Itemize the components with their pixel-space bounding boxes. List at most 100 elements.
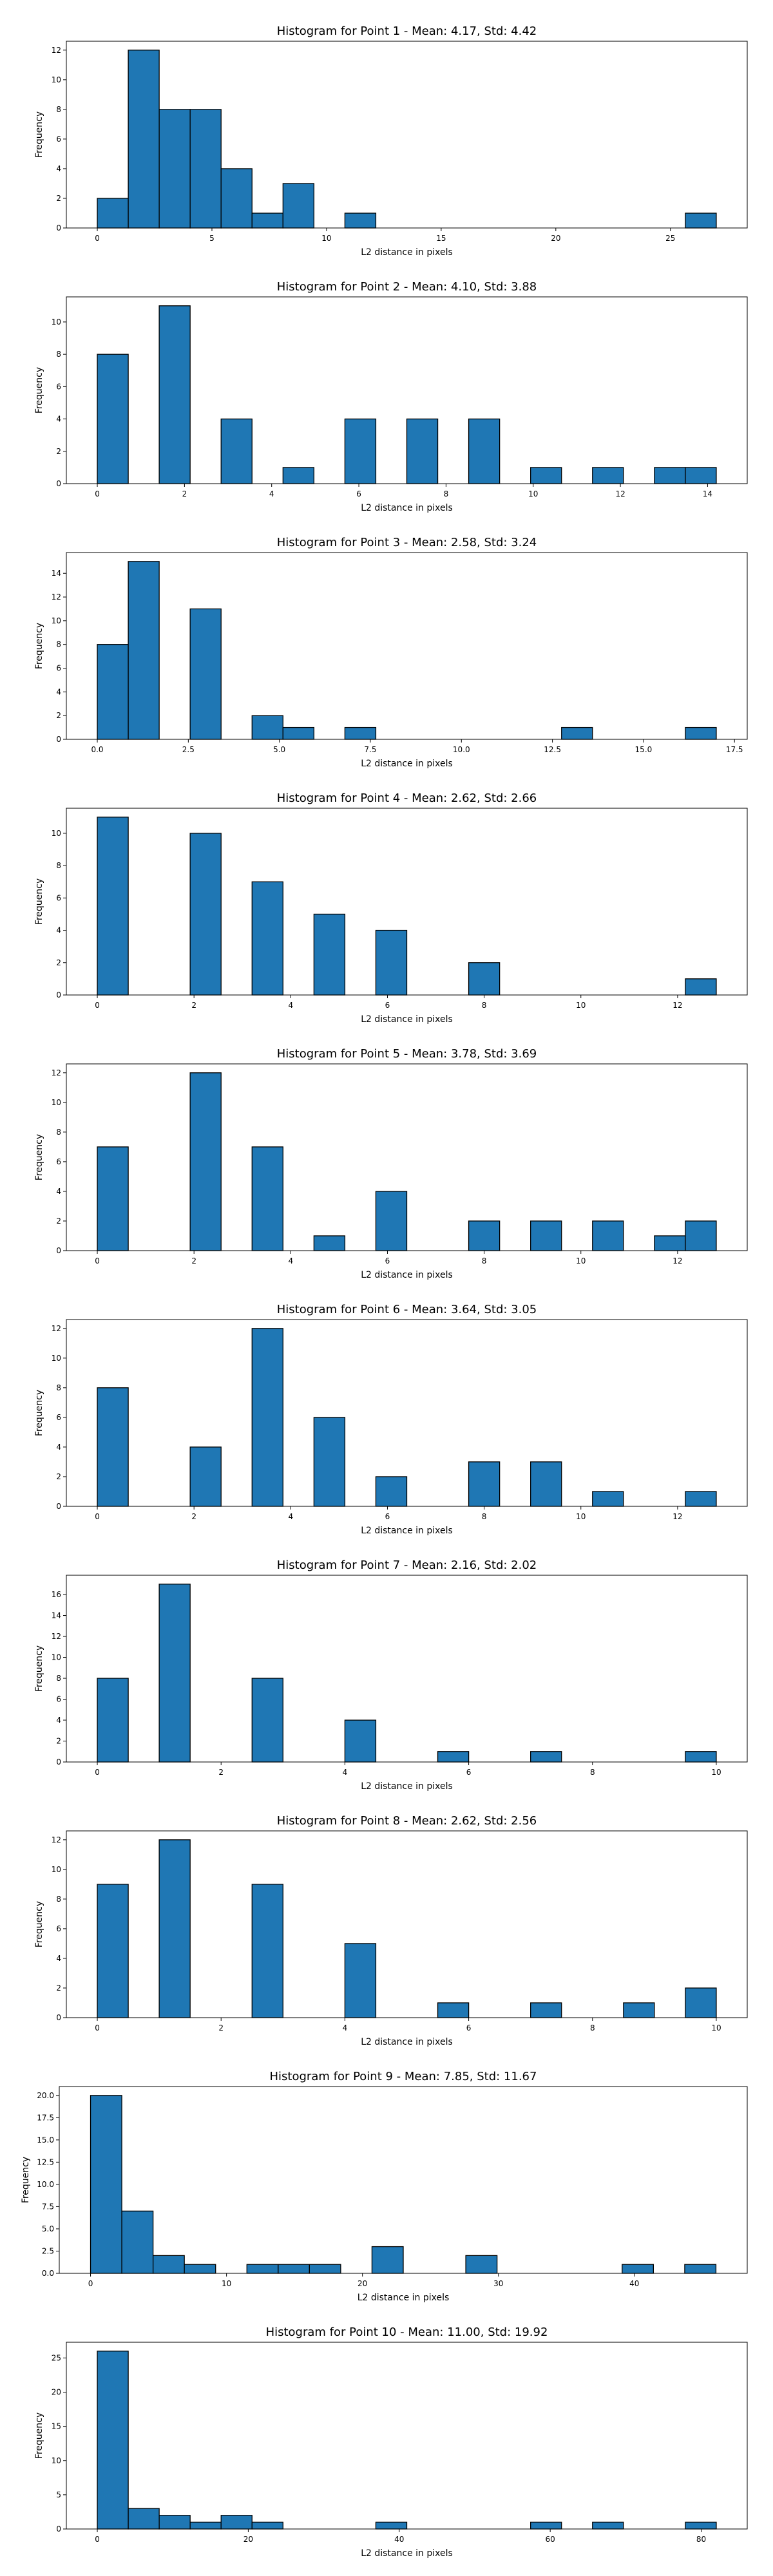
y-axis-label: Frequency — [34, 2412, 44, 2459]
histogram-bar — [530, 1220, 562, 1251]
y-tick-label: 2.5 — [42, 2246, 54, 2255]
histogram-bar — [189, 1446, 222, 1507]
histogram-bar — [189, 608, 222, 740]
x-tick-label: 6 — [385, 1001, 390, 1010]
histogram-bar — [251, 881, 283, 996]
chart-title: Histogram for Point 1 - Mean: 4.17, Std:… — [277, 24, 537, 38]
x-tick-label: 12 — [673, 1256, 682, 1265]
histogram-bar — [309, 2264, 341, 2274]
y-tick-label: 0 — [56, 990, 61, 999]
x-tick-label: 2 — [191, 1001, 196, 1010]
histogram-bar — [592, 2521, 624, 2530]
x-tick-label: 2 — [182, 489, 187, 498]
x-tick-label: 10 — [321, 234, 331, 243]
histogram-bar — [251, 2521, 283, 2530]
x-tick-label: 20 — [243, 2535, 253, 2544]
histogram-bar — [251, 1328, 283, 1507]
y-tick-label: 8 — [56, 1895, 61, 1904]
x-axis-label: L2 distance in pixels — [361, 247, 453, 258]
x-tick-label: 8 — [482, 1256, 487, 1265]
x-tick-label: 60 — [546, 2535, 555, 2544]
histogram-bar — [344, 1719, 377, 1763]
x-tick-label: 0 — [95, 1256, 100, 1265]
y-tick-label: 10 — [52, 75, 61, 84]
chart-title: Histogram for Point 8 - Mean: 2.62, Std:… — [277, 1814, 537, 1828]
chart-title: Histogram for Point 6 - Mean: 3.64, Std:… — [277, 1303, 537, 1316]
histogram-bar — [375, 1191, 408, 1251]
histogram-bar — [158, 1839, 191, 2018]
x-tick-label: 0 — [95, 1512, 100, 1521]
y-tick-label: 0.0 — [42, 2269, 54, 2278]
histogram-panel-6: Histogram for Point 6 - Mean: 3.64, Std:… — [34, 1303, 748, 1536]
histogram-bar — [685, 1220, 717, 1251]
histogram-bar — [465, 2255, 498, 2274]
x-tick-label: 2 — [191, 1512, 196, 1521]
histogram-bar — [97, 198, 129, 229]
y-tick-label: 20 — [52, 2388, 61, 2397]
histogram-bar — [282, 183, 315, 229]
axes-frame — [66, 1575, 748, 1763]
x-tick-label: 17.5 — [726, 745, 743, 754]
histogram-bar — [623, 2002, 655, 2018]
x-tick-label: 10.0 — [453, 745, 470, 754]
y-tick-label: 12 — [52, 46, 61, 55]
x-tick-label: 10 — [576, 1256, 586, 1265]
histogram-bar — [189, 833, 222, 996]
x-tick-label: 6 — [466, 1768, 472, 1777]
chart-title: Histogram for Point 10 - Mean: 11.00, St… — [266, 2325, 548, 2339]
x-tick-label: 5 — [209, 234, 215, 243]
histogram-bar — [189, 2521, 222, 2530]
x-tick-label: 10 — [711, 2023, 721, 2032]
x-axis-label: L2 distance in pixels — [361, 2037, 453, 2047]
y-tick-label: 17.5 — [37, 2113, 54, 2122]
histogram-bar — [220, 2515, 253, 2530]
x-tick-label: 12 — [673, 1001, 682, 1010]
histogram-bar — [684, 2264, 717, 2274]
y-tick-label: 10 — [52, 829, 61, 838]
x-axis-label: L2 distance in pixels — [361, 1781, 453, 1792]
y-tick-label: 4 — [56, 1187, 61, 1196]
y-tick-label: 7.5 — [42, 2202, 54, 2211]
y-tick-label: 2 — [56, 711, 61, 720]
x-axis-label: L2 distance in pixels — [361, 2548, 453, 2559]
y-tick-label: 6 — [56, 1924, 61, 1933]
histogram-bar — [158, 1584, 191, 1763]
axes-frame — [66, 552, 748, 740]
axes-frame — [59, 2086, 748, 2274]
histogram-bar — [282, 467, 315, 484]
histogram-bar — [184, 2264, 216, 2274]
x-tick-label: 10 — [528, 489, 538, 498]
y-tick-label: 0 — [56, 1246, 61, 1255]
x-axis-label: L2 distance in pixels — [361, 759, 453, 769]
y-tick-label: 15 — [52, 2422, 61, 2431]
histogram-bar — [344, 418, 377, 484]
y-tick-label: 8 — [56, 861, 61, 870]
histogram-bar — [371, 2246, 404, 2274]
histogram-bar — [90, 2095, 122, 2274]
x-tick-label: 8 — [590, 1768, 595, 1777]
histogram-bar — [344, 213, 377, 229]
x-tick-label: 8 — [482, 1001, 487, 1010]
x-tick-label: 0 — [95, 2023, 100, 2032]
y-tick-label: 6 — [56, 1413, 61, 1422]
histogram-bar — [97, 644, 129, 740]
x-tick-label: 2 — [218, 2023, 224, 2032]
x-axis-label: L2 distance in pixels — [361, 1270, 453, 1280]
x-tick-label: 40 — [629, 2279, 639, 2288]
histogram-bar — [654, 467, 686, 484]
x-tick-label: 15 — [436, 234, 446, 243]
histogram-panel-5: Histogram for Point 5 - Mean: 3.78, Std:… — [34, 1047, 748, 1280]
y-axis-label: Frequency — [34, 1134, 44, 1180]
histogram-bar — [530, 2521, 562, 2530]
x-tick-label: 0 — [95, 1768, 100, 1777]
y-tick-label: 2 — [56, 1984, 61, 1993]
y-tick-label: 15.0 — [37, 2136, 54, 2145]
histogram-panel-8: Histogram for Point 8 - Mean: 2.62, Std:… — [34, 1814, 748, 2047]
y-tick-label: 4 — [56, 164, 61, 173]
x-tick-label: 4 — [289, 1512, 294, 1521]
x-tick-label: 0 — [95, 2535, 100, 2544]
histogram-bar — [313, 1417, 346, 1507]
y-tick-label: 6 — [56, 1695, 61, 1704]
x-tick-label: 12.5 — [544, 745, 561, 754]
